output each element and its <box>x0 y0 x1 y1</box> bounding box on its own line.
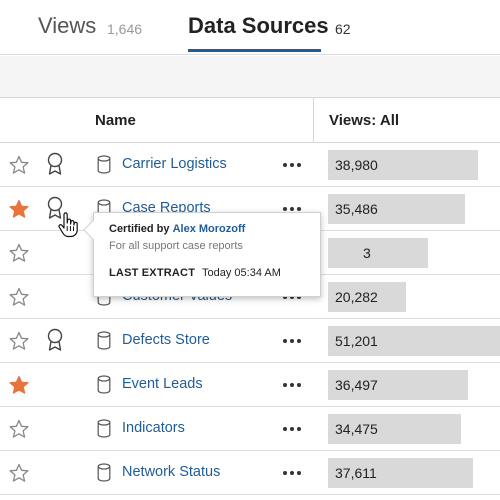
views-value: 20,282 <box>335 289 378 305</box>
certified-badge-icon[interactable] <box>46 196 64 220</box>
star-icon[interactable] <box>9 155 29 175</box>
views-value: 36,497 <box>335 377 378 393</box>
star-icon[interactable] <box>9 463 29 483</box>
views-value: 38,980 <box>335 157 378 173</box>
table-header: Name Views: All <box>0 98 500 143</box>
datasource-name-link[interactable]: Indicators <box>122 420 185 436</box>
database-icon <box>97 419 111 438</box>
views-value: 37,611 <box>335 465 377 481</box>
table-row: Defects Store 51,201 <box>0 319 500 363</box>
tooltip-certified-prefix: Certified by <box>109 223 170 235</box>
tab-views-label: Views <box>38 13 97 38</box>
tooltip-certifier-link[interactable]: Alex Morozoff <box>172 223 246 235</box>
tooltip-certified-line: Certified by Alex Morozoff <box>109 223 245 235</box>
more-actions-icon[interactable] <box>282 153 304 175</box>
star-filled-icon[interactable] <box>9 199 29 219</box>
tab-views-count: 1,646 <box>107 21 143 37</box>
database-icon <box>97 375 111 394</box>
certified-badge-icon[interactable] <box>46 152 64 176</box>
views-bar <box>328 238 428 268</box>
tab-data-sources-count: 62 <box>335 21 351 37</box>
views-value: 51,201 <box>335 333 378 349</box>
active-tab-indicator <box>188 49 321 52</box>
views-bar <box>328 282 406 312</box>
datasource-name-link[interactable]: Event Leads <box>122 376 203 392</box>
tooltip-last-extract-label: LAST EXTRACT <box>109 267 196 279</box>
views-value: 35,486 <box>335 201 378 217</box>
database-icon <box>97 463 111 482</box>
views-value: 3 <box>363 245 371 261</box>
views-bar <box>328 194 465 224</box>
more-actions-icon[interactable] <box>282 329 304 351</box>
tab-data-sources-label: Data Sources <box>188 13 329 38</box>
views-bar <box>328 414 461 444</box>
more-actions-icon[interactable] <box>282 373 304 395</box>
more-actions-icon[interactable] <box>282 197 304 219</box>
datasource-name-link[interactable]: Defects Store <box>122 332 210 348</box>
views-value: 34,475 <box>335 421 378 437</box>
more-actions-icon[interactable] <box>282 417 304 439</box>
star-icon[interactable] <box>9 419 29 439</box>
star-icon[interactable] <box>9 287 29 307</box>
column-header-name[interactable]: Name <box>95 112 136 129</box>
views-bar <box>328 326 500 356</box>
database-icon <box>97 331 111 350</box>
tooltip-description: For all support case reports <box>109 240 243 252</box>
star-filled-icon[interactable] <box>9 375 29 395</box>
views-bar <box>328 150 478 180</box>
tooltip-last-extract-value: Today 05:34 AM <box>202 267 281 279</box>
datasource-name-link[interactable]: Network Status <box>122 464 221 480</box>
certification-tooltip: Certified by Alex Morozoff For all suppo… <box>83 212 321 297</box>
data-sources-table: Carrier Logistics 38,980 Case Reports 35,48… <box>0 143 500 495</box>
table-row: Network Status 37,611 <box>0 451 500 495</box>
more-actions-icon[interactable] <box>282 285 304 307</box>
views-bar <box>328 458 473 488</box>
certified-badge-icon[interactable] <box>46 328 64 352</box>
table-row: Carrier Logistics 38,980 <box>0 143 500 187</box>
tab-bar: Views 1,646 Data Sources 62 <box>0 0 500 55</box>
datasource-name-link[interactable]: Carrier Logistics <box>122 156 227 172</box>
table-row: Event Leads 36,497 <box>0 363 500 407</box>
column-header-views[interactable]: Views: All <box>329 112 400 129</box>
star-icon[interactable] <box>9 243 29 263</box>
table-row: Indicators 34,475 <box>0 407 500 451</box>
hand-pointer-icon <box>58 212 78 238</box>
database-icon <box>97 155 111 174</box>
column-divider <box>313 98 314 143</box>
toolbar-area <box>0 56 500 98</box>
views-bar <box>328 370 468 400</box>
star-icon[interactable] <box>9 331 29 351</box>
more-actions-icon[interactable] <box>282 461 304 483</box>
